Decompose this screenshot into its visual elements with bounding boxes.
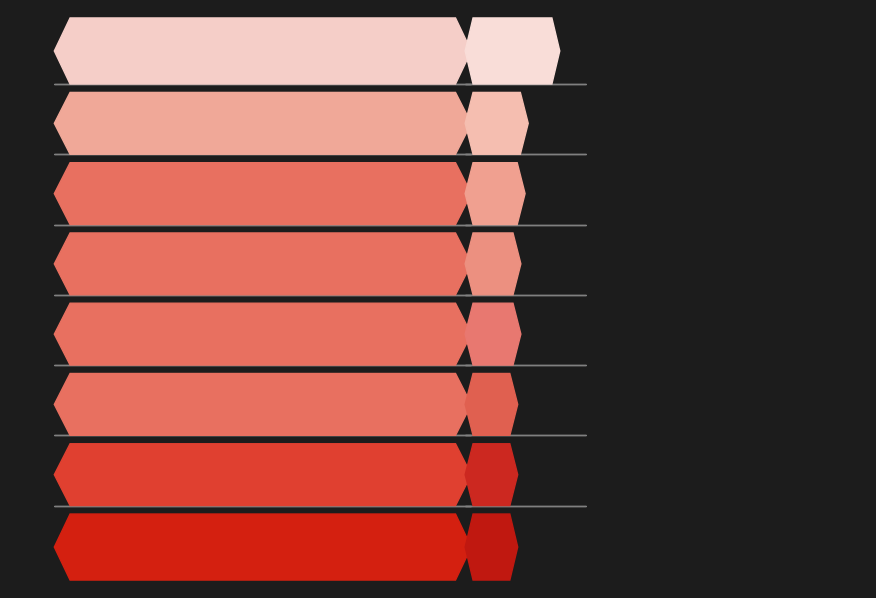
Polygon shape bbox=[465, 444, 518, 505]
Polygon shape bbox=[54, 374, 471, 435]
Polygon shape bbox=[54, 303, 471, 365]
Polygon shape bbox=[465, 233, 521, 295]
Polygon shape bbox=[54, 514, 471, 580]
Polygon shape bbox=[54, 163, 471, 224]
Polygon shape bbox=[54, 18, 471, 84]
Polygon shape bbox=[465, 18, 560, 84]
Polygon shape bbox=[465, 303, 521, 365]
Polygon shape bbox=[54, 444, 471, 505]
Polygon shape bbox=[54, 233, 471, 295]
Polygon shape bbox=[465, 514, 518, 580]
Polygon shape bbox=[465, 93, 528, 154]
Polygon shape bbox=[54, 93, 471, 154]
Polygon shape bbox=[465, 163, 525, 224]
Polygon shape bbox=[465, 374, 518, 435]
